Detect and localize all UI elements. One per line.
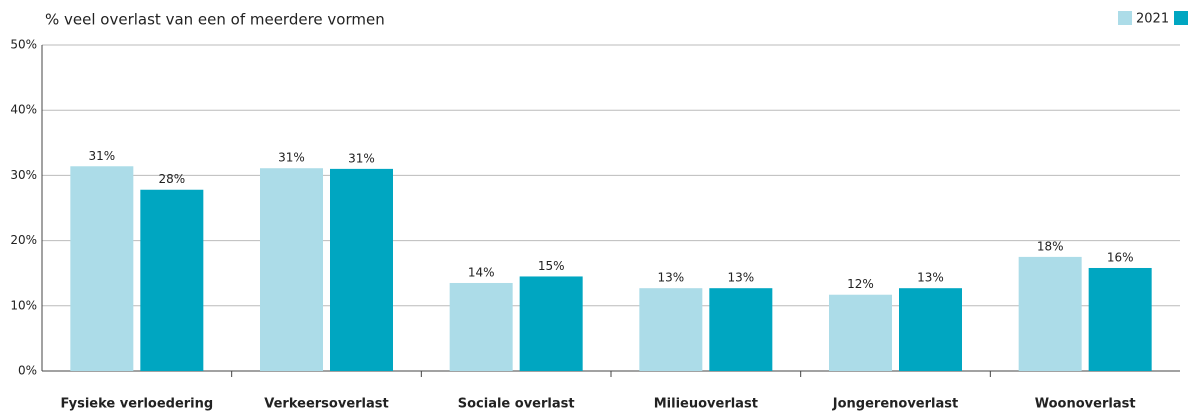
value-label: 31%	[348, 151, 375, 165]
value-label: 31%	[278, 151, 305, 165]
value-label: 13%	[727, 271, 754, 285]
value-label: 16%	[1107, 250, 1134, 264]
x-tick-label: Fysieke verloedering	[60, 397, 213, 412]
value-label: 13%	[917, 271, 944, 285]
value-label: 28%	[158, 172, 185, 186]
legend-swatch	[1174, 11, 1188, 25]
legend-label: 2021	[1136, 12, 1169, 27]
x-tick-label: Milieuoverlast	[654, 397, 758, 412]
x-tick-label: Sociale overlast	[458, 397, 575, 412]
y-tick-label: 0%	[18, 364, 37, 378]
value-label: 18%	[1037, 239, 1064, 253]
bar	[709, 288, 773, 371]
y-tick-label: 40%	[10, 103, 37, 117]
value-label: 13%	[657, 271, 684, 285]
bar	[1018, 256, 1082, 371]
x-tick-label: Jongerenoverlast	[832, 397, 958, 412]
bar	[70, 166, 134, 371]
legend-swatch	[1118, 11, 1132, 25]
bar	[1088, 267, 1152, 371]
x-tick-label: Woonoverlast	[1035, 397, 1136, 412]
bar	[260, 168, 323, 371]
bar	[519, 276, 583, 371]
value-label: 15%	[538, 259, 565, 273]
value-label: 14%	[468, 265, 495, 279]
bar	[140, 189, 204, 371]
bar	[899, 288, 962, 371]
bar	[639, 288, 703, 371]
bar	[449, 282, 513, 371]
y-tick-label: 10%	[10, 298, 37, 312]
value-label: 12%	[847, 277, 874, 291]
bar	[330, 168, 393, 371]
value-label: 31%	[88, 149, 115, 163]
bar	[829, 294, 892, 371]
chart-subtitle: % veel overlast van een of meerdere vorm…	[45, 11, 385, 29]
x-tick-label: Verkeersoverlast	[264, 397, 388, 412]
y-tick-label: 50%	[10, 38, 37, 52]
y-tick-label: 20%	[10, 233, 37, 247]
y-tick-label: 30%	[10, 168, 37, 182]
